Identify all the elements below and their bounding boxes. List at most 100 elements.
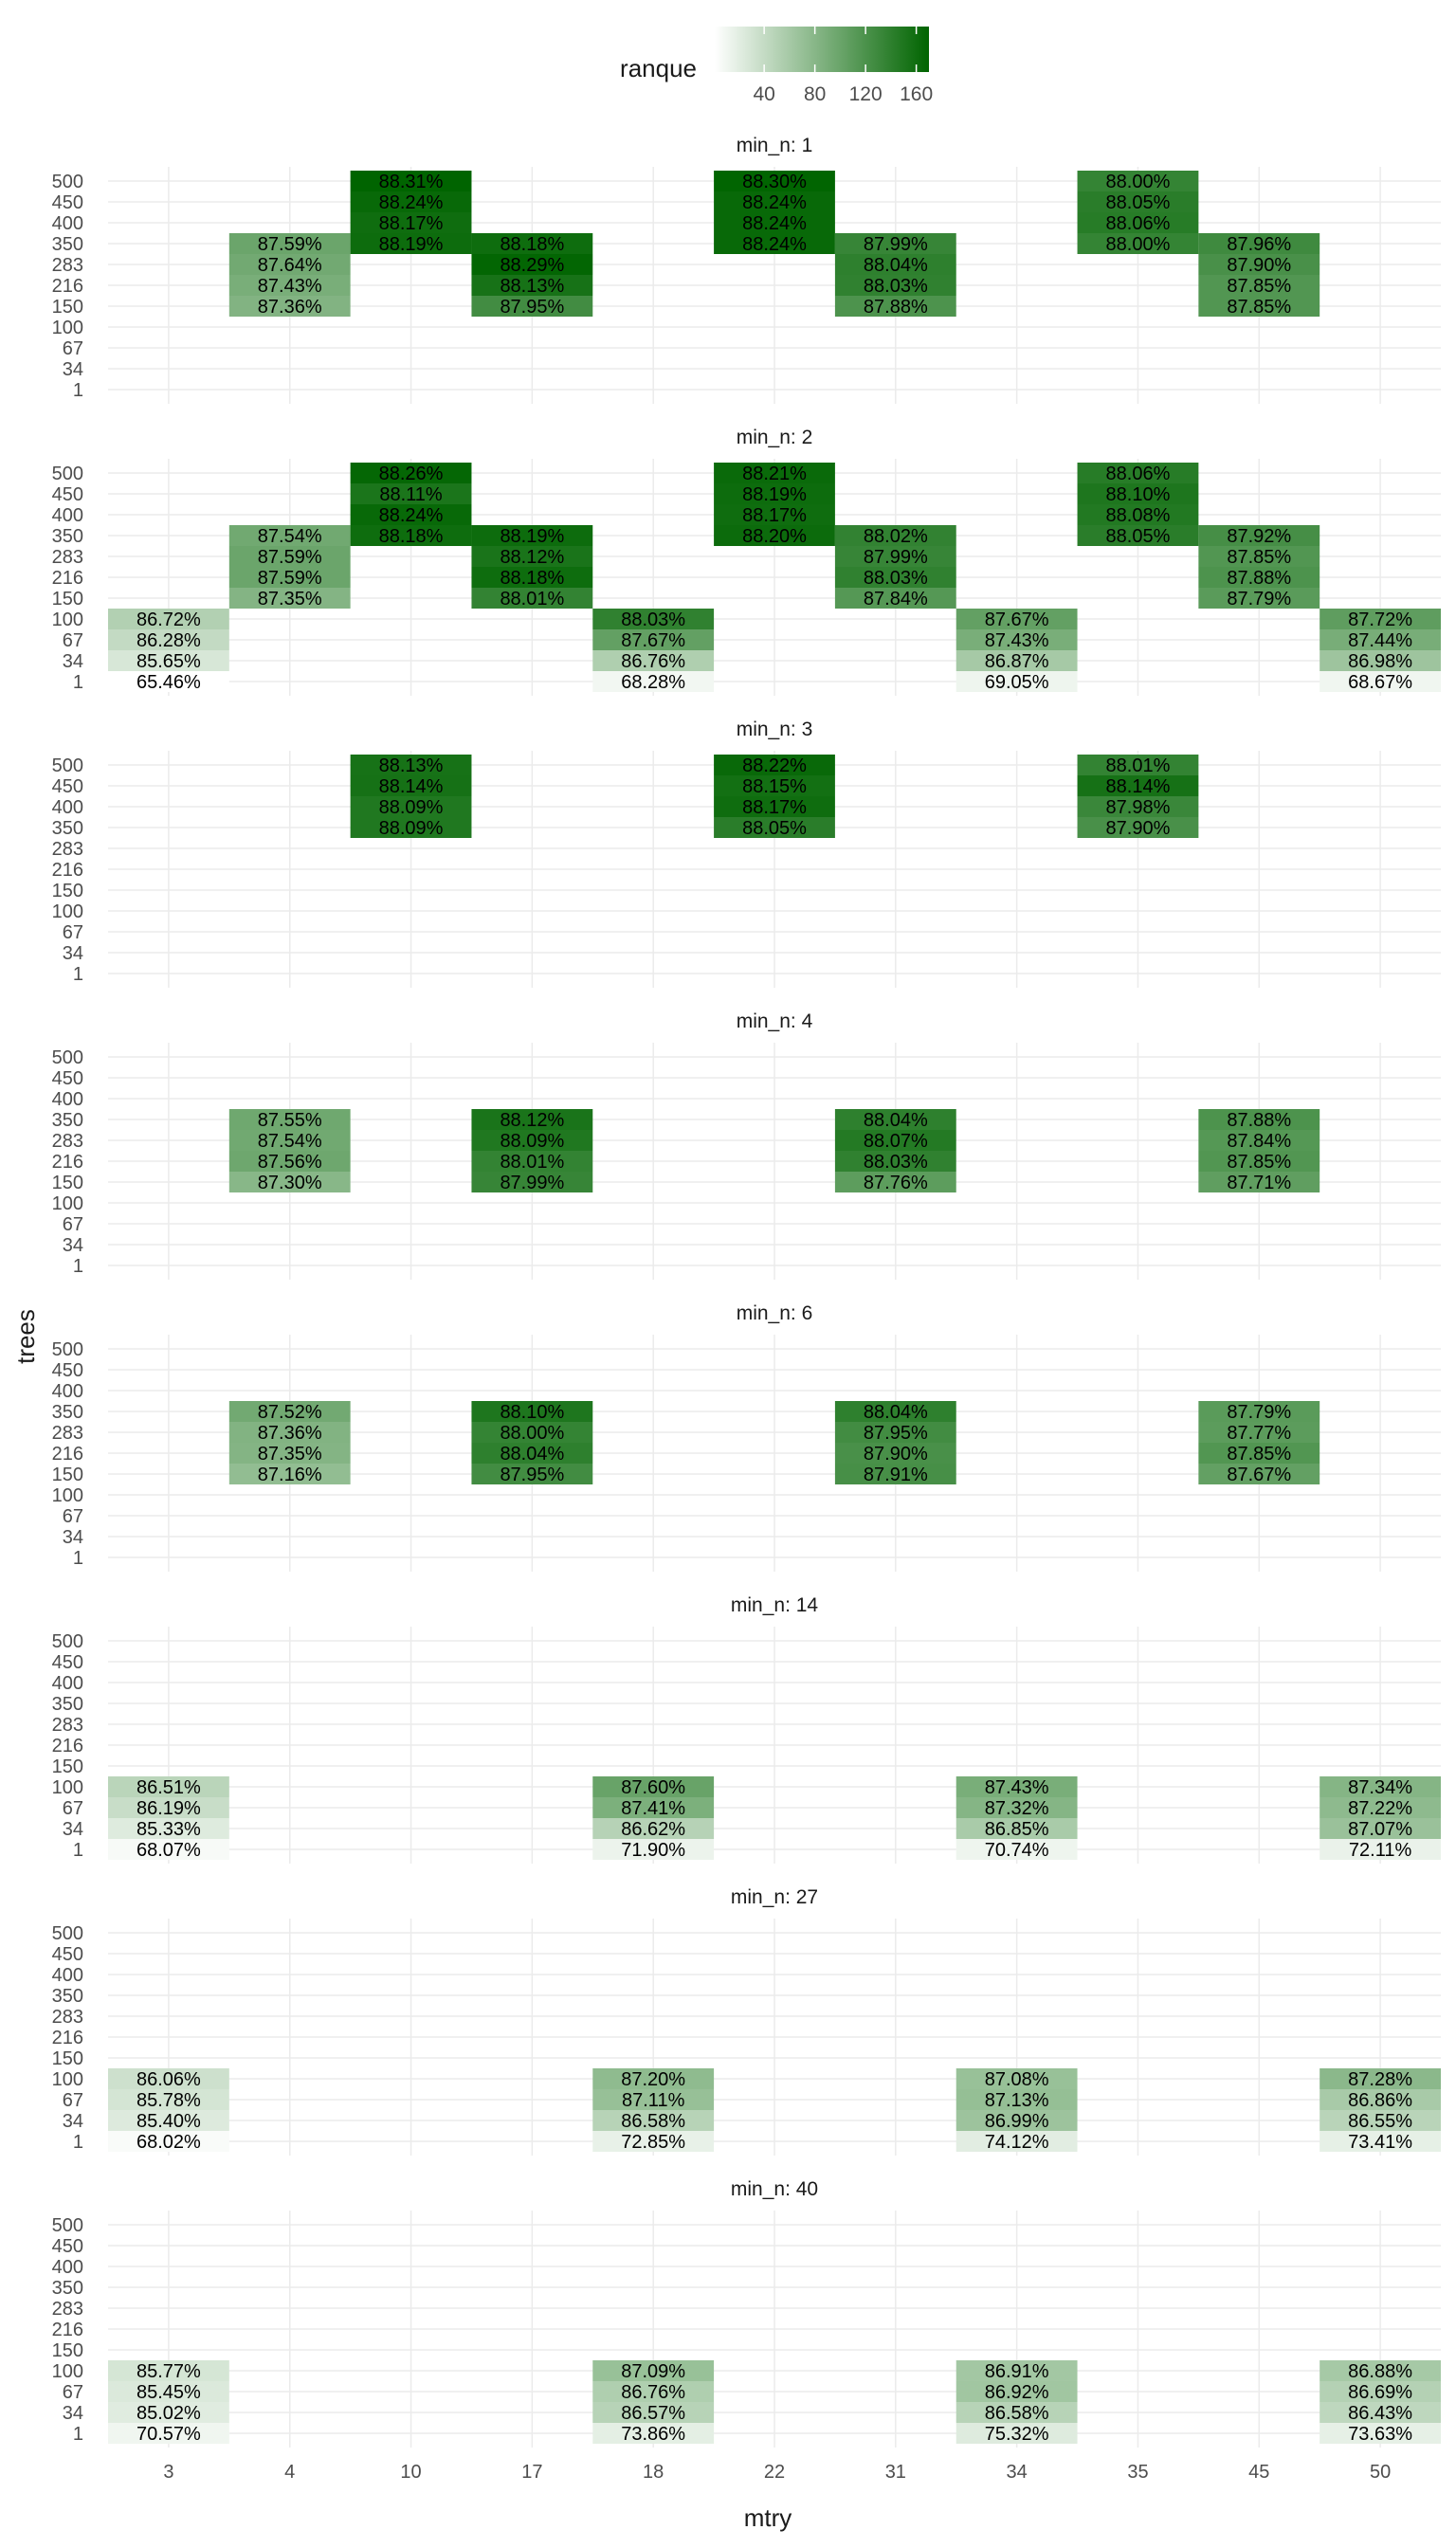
heatmap-tile (471, 296, 593, 317)
heatmap-tile (956, 2131, 1078, 2152)
facet-title: min_n: 2 (737, 427, 813, 448)
tile-value-label: 87.96% (1227, 234, 1291, 255)
tile-value-label: 88.04% (864, 255, 928, 276)
tile-value-label: 87.32% (985, 1798, 1049, 1819)
y-tick-label: 350 (52, 526, 83, 547)
facet-title: min_n: 4 (737, 1010, 813, 1032)
heatmap-tile (1320, 2423, 1441, 2444)
heatmap-tile (956, 650, 1078, 671)
y-tick-label: 67 (63, 1506, 83, 1527)
y-tick-label: 400 (52, 797, 83, 818)
heatmap-tile (471, 275, 593, 296)
heatmap-tile (228, 1109, 351, 1130)
tile-value-label: 87.99% (500, 1173, 564, 1193)
legend-colorbar (715, 27, 929, 72)
heatmap-tile (108, 1839, 229, 1860)
tile-value-label: 88.24% (742, 213, 807, 234)
heatmap-tile (956, 1839, 1078, 1860)
heatmap-tile (228, 546, 351, 567)
heatmap-tile (1320, 1776, 1441, 1797)
y-tick-label: 1 (73, 672, 83, 693)
tile-value-label: 88.06% (1106, 464, 1171, 484)
tile-value-label: 87.43% (985, 1777, 1049, 1798)
tile-value-label: 87.43% (258, 276, 322, 297)
y-tick-label: 100 (52, 901, 83, 922)
y-tick-label: 150 (52, 2048, 83, 2069)
heatmap-tile (1198, 296, 1320, 317)
tile-value-label: 87.28% (1348, 2069, 1412, 2090)
y-tick-label: 400 (52, 1965, 83, 1986)
y-tick-label: 34 (63, 943, 83, 964)
heatmap-tile (1320, 609, 1441, 629)
heatmap-tile (350, 191, 472, 212)
tile-value-label: 88.03% (864, 1152, 928, 1173)
heatmap-tile (956, 2381, 1078, 2402)
tile-value-label: 88.19% (379, 234, 444, 255)
y-tick-label: 400 (52, 505, 83, 526)
x-tick-label: 31 (885, 2462, 906, 2483)
tile-value-label: 88.18% (379, 526, 444, 547)
heatmap-tile (592, 1797, 715, 1818)
y-tick-label: 500 (52, 1339, 83, 1360)
heatmap-tile (1077, 191, 1199, 212)
heatmap-tile (1077, 817, 1199, 838)
tile-value-label: 87.95% (864, 1423, 928, 1444)
heatmap-tile (592, 2360, 715, 2381)
heatmap-tile (592, 629, 715, 650)
x-tick-label: 35 (1127, 2462, 1148, 2483)
legend-tick-label: 160 (900, 83, 933, 105)
y-tick-label: 350 (52, 1694, 83, 1715)
tile-value-label: 87.59% (258, 547, 322, 568)
tile-value-label: 75.32% (985, 2424, 1049, 2445)
tile-value-label: 88.24% (379, 505, 444, 526)
tile-value-label: 71.90% (621, 1840, 685, 1861)
heatmap-tile (714, 212, 835, 233)
heatmap-tile (1320, 2068, 1441, 2089)
tile-value-label: 86.87% (985, 651, 1049, 672)
tile-value-label: 88.17% (379, 213, 444, 234)
heatmap-tile (834, 275, 956, 296)
y-tick-label: 400 (52, 2257, 83, 2278)
color-legend: ranque 40 80 120 160 (620, 27, 933, 105)
tile-value-label: 87.95% (500, 297, 564, 318)
heatmap-tile (1320, 1839, 1441, 1860)
heatmap-tile (228, 567, 351, 588)
heatmap-tile (108, 1797, 229, 1818)
heatmap-tile (1198, 525, 1320, 546)
tile-value-label: 88.04% (864, 1110, 928, 1131)
tile-value-label: 85.33% (136, 1819, 201, 1840)
tile-value-label: 86.43% (1348, 2403, 1412, 2424)
heatmap-tile (592, 2089, 715, 2110)
y-tick-label: 67 (63, 1798, 83, 1819)
tile-value-label: 87.64% (258, 255, 322, 276)
tile-value-label: 87.79% (1227, 589, 1291, 610)
tile-value-label: 86.86% (1348, 2090, 1412, 2111)
heatmap-tile (471, 1464, 593, 1484)
heatmap-tile (1320, 2381, 1441, 2402)
tile-value-label: 88.14% (379, 776, 444, 797)
y-tick-label: 350 (52, 1986, 83, 2007)
tile-value-label: 88.05% (1106, 192, 1171, 213)
heatmap-tile (714, 775, 835, 796)
heatmap-tile (1198, 1151, 1320, 1172)
y-tick-label: 67 (63, 2090, 83, 2111)
heatmap-tile (108, 629, 229, 650)
heatmap-tile (228, 525, 351, 546)
y-tick-label: 100 (52, 318, 83, 338)
y-tick-label: 216 (52, 2320, 83, 2340)
tile-value-label: 87.71% (1227, 1173, 1291, 1193)
y-tick-label: 283 (52, 547, 83, 568)
heatmap-tile (1320, 1797, 1441, 1818)
y-tick-label: 283 (52, 255, 83, 276)
y-tick-label: 1 (73, 2132, 83, 2153)
y-tick-label: 100 (52, 1193, 83, 1214)
tile-value-label: 86.58% (985, 2403, 1049, 2424)
heatmap-tile (592, 2068, 715, 2089)
tile-value-label: 69.05% (985, 672, 1049, 693)
heatmap-tile (592, 1839, 715, 1860)
heatmap-tile (471, 1151, 593, 1172)
